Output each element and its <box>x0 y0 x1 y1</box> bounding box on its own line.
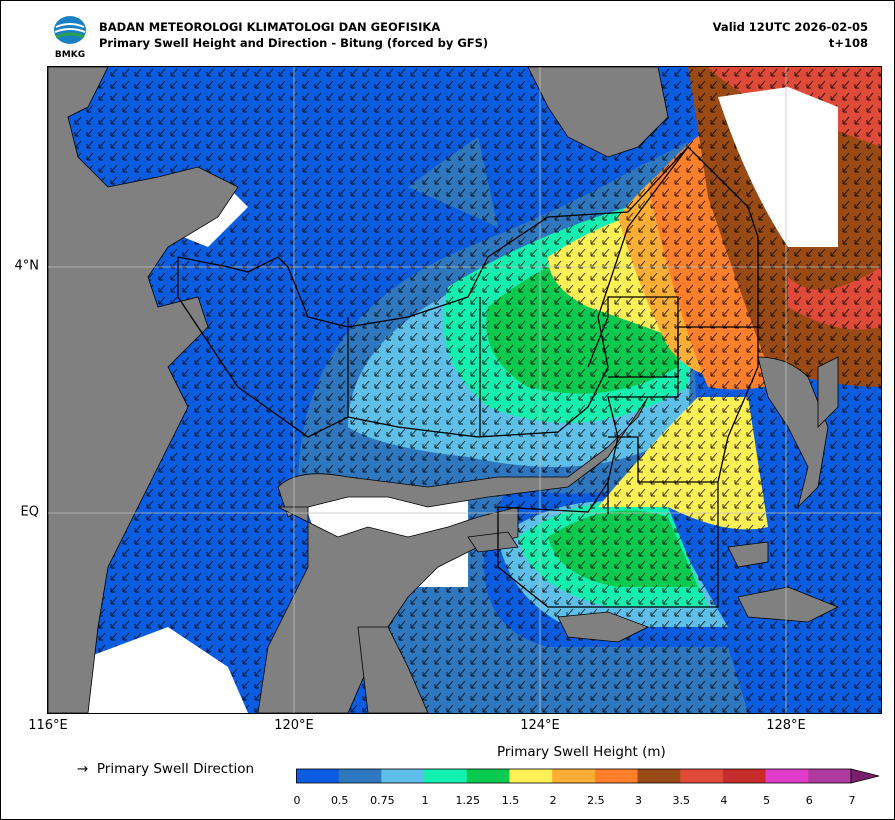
land-obi <box>727 541 769 568</box>
colorbar-tick-label: 7 <box>848 794 856 807</box>
colorbar-tick-label: 2.5 <box>587 794 605 807</box>
no-data-area <box>718 87 838 247</box>
colorbar-tick-label: 1 <box>421 794 429 807</box>
swell-map <box>47 66 882 714</box>
lon-label-128: 128°E <box>766 718 806 733</box>
colorbar-swatch <box>381 769 425 783</box>
land-halmahera-east <box>817 356 839 428</box>
direction-legend: → Primary Swell Direction <box>77 761 254 777</box>
colorbar-swatch <box>722 769 767 783</box>
colorbar-tick-label: 0.5 <box>330 794 349 807</box>
colorbar-swatch <box>466 769 510 783</box>
colorbar-tick-label: 3 <box>635 794 643 807</box>
land-buru <box>557 611 649 643</box>
map-canvas <box>48 67 881 713</box>
colorbar-swatch <box>808 769 852 783</box>
colorbar-title: Primary Swell Height (m) <box>497 744 666 760</box>
colorbar-outline <box>296 768 852 784</box>
bmkg-logo: BMKG <box>54 16 86 59</box>
agency-title: BADAN METEOROLOGI KLIMATOLOGI DAN GEOFIS… <box>99 20 441 34</box>
colorbar-tick-label: 1.25 <box>455 794 481 807</box>
land-sulawesi-body <box>257 506 519 713</box>
colorbar-tick-label: 6 <box>805 794 813 807</box>
land-sulawesi-se <box>357 626 429 713</box>
land-halmahera <box>757 356 829 509</box>
svg-text:BMKG: BMKG <box>55 50 85 59</box>
colorbar-swatch <box>594 769 639 783</box>
colorbar-tick-label: 0 <box>293 794 301 807</box>
colorbar-tick-label: 4 <box>720 794 728 807</box>
colorbar-tick-label: 3.5 <box>672 794 690 807</box>
validity-block: Valid 12UTC 2026-02-05 t+108 <box>713 19 868 51</box>
colorbar-tick-label: 0.75 <box>370 794 395 807</box>
colorbar-swatch <box>680 769 724 783</box>
graticule <box>48 67 881 713</box>
land-seram <box>737 586 839 623</box>
colorbar-swatch <box>296 769 340 783</box>
land-sulawesi-north-arm <box>277 396 649 518</box>
title-block: BADAN METEOROLOGI KLIMATOLOGI DAN GEOFIS… <box>99 19 488 51</box>
colorbar <box>296 768 880 784</box>
valid-time: Valid 12UTC 2026-02-05 <box>712 20 868 34</box>
land-sula <box>467 531 519 553</box>
no-data-area-sw <box>88 627 248 713</box>
lat-label-4n: 4°N <box>14 258 40 274</box>
lat-label-eq: EQ <box>20 504 39 520</box>
forecast-zone-boundaries <box>177 146 759 608</box>
land-borneo <box>48 67 239 713</box>
colorbar-swatch <box>509 769 553 783</box>
land-mindanao <box>527 67 669 158</box>
colorbar-tick-label: 5 <box>763 794 771 807</box>
colorbar-tick-label: 1.5 <box>501 794 520 807</box>
colorbar-swatch <box>765 769 809 783</box>
lon-label-120: 120°E <box>274 718 314 733</box>
arrow-icon: → <box>77 761 89 777</box>
product-title: Primary Swell Height and Direction - Bit… <box>99 36 489 50</box>
colorbar-extend-triangle <box>850 768 880 784</box>
colorbar-swatch <box>552 769 596 783</box>
colorbar-swatch <box>338 769 382 783</box>
lon-label-116: 116°E <box>28 718 68 733</box>
colorbar-tick-label: 2 <box>549 794 557 807</box>
lead-time: t+108 <box>828 36 868 50</box>
lon-label-124: 124°E <box>520 718 560 733</box>
colorbar-swatch <box>637 769 681 783</box>
colorbar-swatch <box>424 769 468 783</box>
direction-legend-label: Primary Swell Direction <box>96 761 255 777</box>
